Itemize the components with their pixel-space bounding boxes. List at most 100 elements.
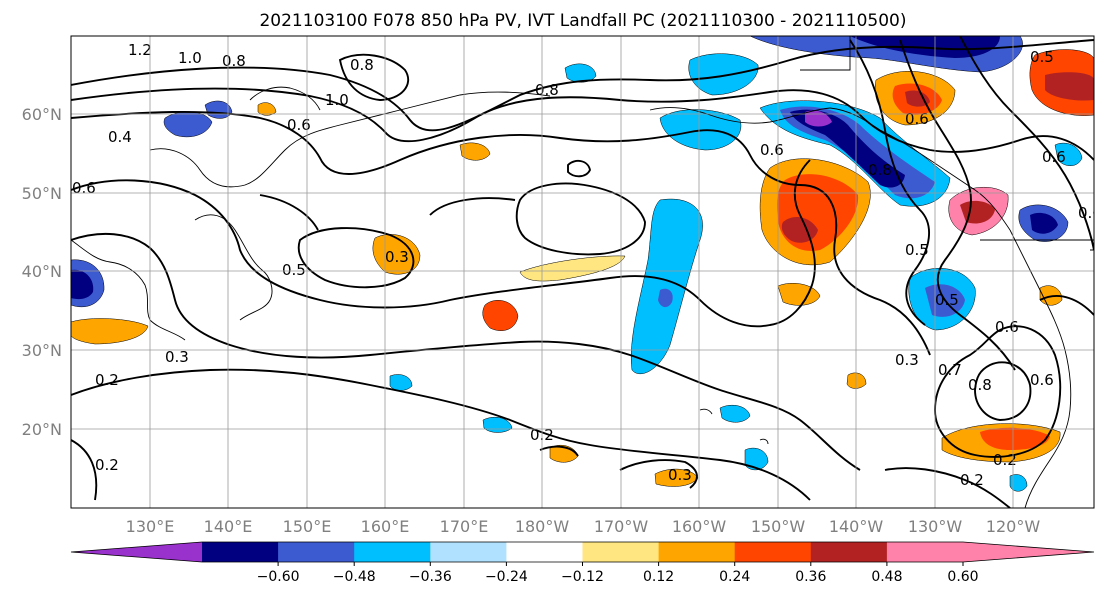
colorbar-swatch xyxy=(658,542,736,562)
lat-label: 60°N xyxy=(22,105,62,124)
contour-label: 0.6 xyxy=(1030,371,1054,389)
contour-label: 0.2 xyxy=(95,456,119,474)
contour-label: 0.2 xyxy=(95,371,119,389)
lat-label: 40°N xyxy=(22,262,62,281)
coastlines xyxy=(71,36,1094,508)
warm-anomaly-north-asia xyxy=(459,142,491,161)
colorbar-tick-label: −0.36 xyxy=(409,569,452,585)
colorbar-tick-label: −0.24 xyxy=(485,569,528,585)
contour-label: 0.3 xyxy=(668,466,692,484)
warm-anomaly-northeast-peak xyxy=(1045,72,1094,101)
colorbar: −0.60 −0.48 −0.36 −0.24 −0.12 0.12 0.24 0.36 0.4… xyxy=(70,541,1095,585)
contour-label: 0.2 xyxy=(960,471,984,489)
warm-anomaly-date-line xyxy=(519,255,626,282)
contour-label: 0.6 xyxy=(1078,204,1102,222)
cool-anomaly-west-japan-deep xyxy=(71,269,94,300)
lat-label: 50°N xyxy=(22,184,62,203)
colorbar-swatch xyxy=(354,542,431,562)
longitude-labels: 130°E 140°E 150°E 160°E 170°E 180°W 170°… xyxy=(126,517,1041,536)
colorbar-tick-label: 0.48 xyxy=(871,569,902,585)
colorbar-extend-min xyxy=(71,542,202,562)
cool-anomaly-ne-coast xyxy=(1054,142,1083,166)
colorbar-swatch xyxy=(506,542,583,562)
contour-label: 0.6 xyxy=(1042,148,1066,166)
lon-label: 140°W xyxy=(829,517,884,536)
colorbar-swatch xyxy=(886,542,964,562)
map-title: 2021103100 F078 850 hPa PV, IVT Landfall… xyxy=(259,11,906,31)
map-frame xyxy=(70,35,1095,509)
contour-label: 0.8 xyxy=(535,81,559,99)
warm-anomaly-bering-east-peak xyxy=(905,90,930,107)
colorbar-outline xyxy=(70,541,1095,563)
contour-label: 0.3 xyxy=(385,248,409,266)
cool-anomaly-hawaii xyxy=(744,447,769,471)
colorbar-tick-label: −0.12 xyxy=(561,569,604,585)
contour-label: 0.6 xyxy=(995,318,1019,336)
map-content: 1.2 1.0 0.8 0.8 1.0 0.6 0.4 0.6 0.8 0.6 … xyxy=(71,36,1102,508)
colorbar-swatch xyxy=(734,542,812,562)
lon-label: 140°E xyxy=(204,517,253,536)
contour-label: 0.8 xyxy=(222,52,246,70)
contour-label: 1.0 xyxy=(325,91,349,109)
cool-anomaly-bering xyxy=(688,53,759,96)
contour-label: 0.5 xyxy=(1030,48,1054,66)
latitude-labels: 20°N 30°N 40°N 50°N 60°N xyxy=(22,105,62,439)
lon-label: 120°W xyxy=(986,517,1041,536)
contour-label: 0.2 xyxy=(993,451,1017,469)
contour-label: 1.0 xyxy=(178,49,202,67)
contour-label: 0.5 xyxy=(935,291,959,309)
cool-anomaly-central-pacific-core xyxy=(658,288,673,308)
cool-anomaly-north-pacific xyxy=(564,63,597,83)
lon-label: 130°E xyxy=(126,517,175,536)
lat-label: 30°N xyxy=(22,341,62,360)
colorbar-tick-label: 0.12 xyxy=(643,569,674,585)
cool-anomaly-alaska-deep xyxy=(790,109,905,188)
colorbar-tick-label: 0.24 xyxy=(719,569,750,585)
contour-label: 0.3 xyxy=(895,351,919,369)
contour-label: 0.7 xyxy=(938,361,962,379)
colorbar-swatch xyxy=(430,542,507,562)
cool-anomaly-central-pacific-band xyxy=(631,198,703,375)
colorbar-swatch xyxy=(810,542,888,562)
colorbar-swatch xyxy=(278,542,355,562)
lon-label: 180°W xyxy=(515,517,570,536)
cool-anomaly-mid xyxy=(389,374,413,391)
pv-anomaly-shading xyxy=(71,36,1094,492)
lon-label: 160°W xyxy=(672,517,727,536)
colorbar-tick-label: −0.60 xyxy=(257,569,300,585)
lat-label: 20°N xyxy=(22,420,62,439)
colorbar-tick-label: −0.48 xyxy=(333,569,376,585)
lon-label: 160°E xyxy=(361,517,410,536)
contour-label: 1.2 xyxy=(128,41,152,59)
lon-label: 170°E xyxy=(440,517,489,536)
colorbar-swatch xyxy=(582,542,660,562)
graticule xyxy=(71,36,1094,508)
contour-label-layer: 1.2 1.0 0.8 0.8 1.0 0.6 0.4 0.6 0.8 0.6 … xyxy=(72,41,1102,489)
contour-label: 0.5 xyxy=(905,241,929,259)
lon-label: 170°W xyxy=(594,517,649,536)
contour-label: 0.8 xyxy=(350,56,374,74)
contour-label: 0.3 xyxy=(165,348,189,366)
contour-label: 0.6 xyxy=(72,179,96,197)
warm-anomaly-south-mid xyxy=(654,468,699,487)
pv-contours xyxy=(71,36,1094,508)
colorbar-swatch xyxy=(202,542,279,562)
lon-label: 150°E xyxy=(283,517,332,536)
contour-label: 0.5 xyxy=(282,261,306,279)
contour-label: 0.4 xyxy=(108,128,132,146)
cool-anomaly-alaska-peak xyxy=(805,110,832,127)
contour-label: 0.8 xyxy=(868,161,892,179)
contour-label: 0.8 xyxy=(968,376,992,394)
lon-label: 130°W xyxy=(908,517,963,536)
warm-anomaly-east-pacific-core xyxy=(980,427,1050,450)
cool-anomaly-canada-deep xyxy=(1030,212,1058,234)
warm-anomaly-central-mid xyxy=(482,300,519,331)
contour-label: 0.6 xyxy=(287,116,311,134)
warm-anomaly-west-coast xyxy=(71,318,149,345)
colorbar-tick-label: 0.60 xyxy=(947,569,978,585)
lon-label: 150°W xyxy=(751,517,806,536)
cool-anomaly-baja xyxy=(1009,474,1028,492)
contour-label: 0.6 xyxy=(760,141,784,159)
cool-anomaly-south-east xyxy=(719,405,751,423)
contour-label: 0.6 xyxy=(905,110,929,128)
